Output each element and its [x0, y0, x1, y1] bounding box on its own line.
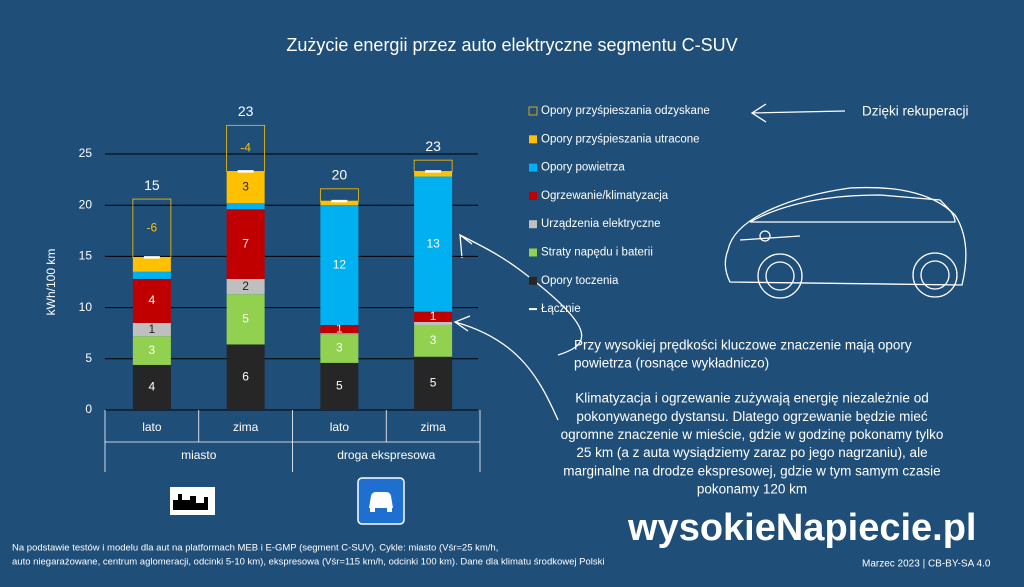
y-tick-label: 15 [79, 249, 93, 263]
value-label: 2 [242, 279, 249, 293]
bar-segment [132, 336, 171, 365]
y-tick-label: 0 [85, 402, 92, 416]
legend-swatch [528, 106, 538, 116]
credit: Marzec 2023 | CB-BY-SA 4.0 [862, 559, 991, 570]
value-label: 1 [430, 309, 437, 323]
bar-segment [414, 311, 453, 322]
annotation: powietrza (rosnące wykładniczo) [574, 356, 769, 371]
value-label: 3 [149, 343, 156, 357]
decor [453, 103, 967, 421]
value-label: 5 [242, 312, 249, 326]
value-label: -4 [240, 141, 251, 155]
icons [170, 477, 405, 525]
bar-segment [320, 333, 359, 335]
legend-label: Ogrzewanie/klimatyzacja [541, 190, 669, 202]
x-tick-label: lato [142, 420, 162, 434]
group-label: miasto [181, 448, 217, 462]
value-label: 5 [336, 379, 343, 393]
annotation: pokonamy 120 km [697, 482, 807, 497]
bar-segment [132, 257, 171, 272]
value-label: 1 [149, 322, 156, 336]
bar-segment [414, 325, 453, 357]
legend-swatch [529, 163, 537, 172]
total-label: 23 [425, 138, 441, 154]
total-label: 15 [144, 177, 160, 193]
value-label: 1 [336, 321, 343, 335]
bar-segment [320, 362, 359, 410]
value-label: 3 [430, 333, 437, 347]
y-tick-label: 5 [85, 351, 92, 365]
annotation: Klimatyzacja i ogrzewanie zużywają energ… [575, 391, 928, 406]
legend-swatch [529, 220, 537, 229]
value-label: 13 [426, 236, 440, 250]
bar-segment [320, 334, 359, 363]
annotation: Przy wysokiej prędkości kluczowe znaczen… [574, 338, 912, 353]
value-label: -6 [147, 220, 158, 234]
chart-title: Zużycie energii przez auto elektryczne s… [286, 35, 737, 55]
bar-segment [226, 278, 265, 295]
y-tick-label: 10 [79, 300, 93, 314]
footnote: auto niegarażowane, centrum aglomeracji,… [12, 557, 605, 568]
bar-segment [414, 171, 453, 177]
y-axis-label: kWh/100 km [44, 249, 58, 316]
legend-label: Łącznie [541, 303, 581, 315]
recovered-box [413, 159, 453, 172]
bar-segment [320, 201, 359, 206]
annotation: ogromne znaczenie w mieście, gdzie w god… [561, 427, 944, 442]
footnote: Na podstawie testów i modelu dla aut na … [12, 543, 498, 554]
x-tick-label: zima [420, 420, 446, 434]
x-tick-label: lato [330, 420, 350, 434]
legend-swatch [529, 135, 537, 144]
x-tick-label: zima [233, 420, 259, 434]
group-label: droga ekspresowa [337, 448, 435, 462]
legend-label: Urządzenia elektryczne [541, 218, 661, 230]
value-label: 3 [336, 341, 343, 355]
brand: wysokieNapiecie.pl [627, 507, 977, 549]
value-label: 12 [333, 257, 347, 271]
bar-segment [226, 344, 265, 410]
total-label: 23 [238, 103, 254, 119]
bar-segment [132, 322, 171, 337]
bar-segment [226, 209, 265, 279]
legend-label: Opory toczenia [541, 275, 619, 287]
value-label: 3 [242, 179, 249, 193]
bar-segment [414, 176, 453, 312]
legend-label: Opory powietrza [541, 162, 625, 174]
bar-segment [414, 321, 453, 326]
bar-segment [132, 271, 171, 279]
annotation: marginalne na drodze ekspresowej, gdzie … [563, 463, 940, 478]
value-label: 7 [242, 236, 249, 250]
bar-segment [226, 294, 265, 345]
value-label: 5 [430, 376, 437, 390]
bar-segment [226, 171, 265, 204]
bar-segment [132, 364, 171, 410]
value-label: 6 [242, 369, 249, 383]
legend-swatch [529, 191, 537, 200]
y-tick-label: 25 [79, 146, 93, 160]
bar-segment [320, 325, 359, 334]
bar-segment [320, 205, 359, 326]
annotation: Dzięki rekuperacji [862, 104, 969, 119]
recovered-box [319, 188, 359, 202]
y-tick-label: 20 [79, 197, 93, 211]
legend-swatch [529, 248, 537, 257]
bar-segment [132, 278, 171, 323]
bar-segment [414, 356, 453, 410]
total-label: 20 [332, 167, 348, 183]
legend-label: Opory przyśpieszania odzyskane [541, 105, 710, 117]
value-label: 4 [149, 293, 156, 307]
annotation: pokonywanego dystansu. Dlatego ogrzewani… [576, 409, 927, 424]
value-label: 4 [149, 380, 156, 394]
annotation: 25 km (a z auta wysiądziemy zaraz po jeg… [576, 445, 927, 460]
legend-label: Straty napędu i baterii [541, 247, 653, 259]
bar-segment [226, 203, 265, 210]
legend-swatch [529, 276, 537, 285]
legend-label: Opory przyśpieszania utracone [541, 133, 700, 145]
